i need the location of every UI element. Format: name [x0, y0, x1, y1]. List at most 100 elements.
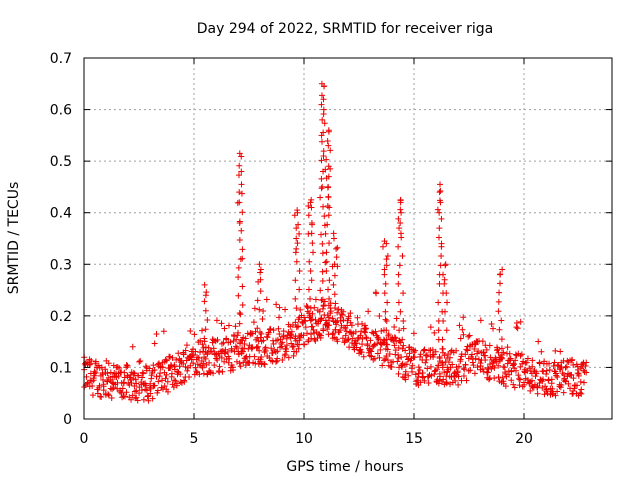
y-tick-label: 0 — [63, 412, 72, 428]
data-point — [260, 307, 267, 314]
x-tick-label: 5 — [190, 431, 199, 447]
data-point — [443, 379, 450, 386]
data-point — [159, 377, 166, 384]
data-point — [395, 243, 402, 250]
data-point — [496, 289, 503, 296]
data-point — [495, 308, 502, 315]
data-point — [363, 334, 370, 341]
data-point — [213, 317, 220, 324]
data-point — [278, 343, 285, 350]
data-point — [295, 221, 302, 228]
data-point — [256, 261, 263, 268]
data-point — [105, 392, 112, 399]
data-point — [237, 363, 244, 370]
data-point — [484, 364, 491, 371]
data-point — [381, 271, 388, 278]
data-point — [434, 206, 441, 213]
data-point — [324, 203, 331, 210]
data-point — [374, 350, 381, 357]
data-point — [282, 306, 289, 313]
data-point — [289, 344, 296, 350]
data-point — [332, 300, 339, 307]
data-point — [477, 317, 484, 324]
data-point — [230, 366, 237, 373]
data-point — [543, 367, 550, 374]
data-point — [395, 355, 402, 362]
data-point — [495, 362, 502, 369]
data-point — [491, 375, 498, 382]
data-point — [153, 373, 160, 380]
data-point — [376, 354, 383, 361]
data-point — [354, 314, 361, 321]
data-point — [444, 364, 451, 371]
data-point — [147, 390, 154, 397]
data-point — [123, 364, 130, 371]
data-point — [368, 353, 375, 360]
data-point — [177, 371, 184, 378]
data-point — [517, 363, 524, 370]
data-point — [511, 384, 518, 391]
data-point — [382, 280, 389, 287]
data-point — [337, 318, 344, 325]
data-point — [441, 280, 448, 287]
data-point — [513, 320, 520, 327]
data-point — [210, 345, 217, 352]
data-point — [395, 370, 402, 377]
data-point — [214, 357, 221, 364]
data-point — [153, 331, 160, 338]
data-point — [316, 308, 323, 315]
data-point — [485, 376, 492, 383]
data-point — [239, 246, 246, 253]
data-point — [332, 319, 339, 326]
data-point — [145, 397, 152, 404]
data-point — [554, 388, 561, 395]
data-point — [305, 212, 312, 219]
data-point — [474, 364, 481, 371]
data-point — [359, 320, 366, 327]
data-point — [260, 337, 267, 344]
data-point — [463, 346, 470, 353]
data-point — [397, 220, 404, 227]
data-point — [394, 358, 401, 365]
data-point — [583, 359, 590, 366]
data-point — [581, 379, 587, 386]
data-point — [521, 368, 528, 375]
data-point — [570, 388, 577, 395]
data-point — [107, 369, 114, 376]
data-point — [463, 377, 470, 384]
data-point — [391, 342, 398, 349]
data-point — [129, 343, 136, 350]
data-point — [254, 297, 261, 304]
x-tick-label: 10 — [295, 431, 313, 447]
data-point — [192, 364, 199, 371]
data-point — [319, 183, 326, 190]
data-point — [462, 361, 469, 368]
data-point — [311, 336, 318, 343]
data-point — [282, 346, 289, 353]
data-point — [459, 326, 466, 333]
data-point — [529, 357, 536, 364]
data-point — [381, 238, 388, 245]
data-point — [308, 277, 315, 284]
data-point — [242, 335, 249, 342]
data-point — [400, 342, 407, 349]
data-point — [173, 380, 180, 387]
data-point — [575, 372, 582, 379]
data-point — [373, 290, 380, 297]
data-point — [236, 218, 243, 225]
data-point — [395, 271, 402, 278]
data-point — [444, 299, 451, 306]
data-point — [320, 96, 327, 103]
y-tick-label: 0.2 — [50, 309, 72, 325]
data-point — [309, 240, 316, 247]
data-point — [257, 334, 264, 341]
data-point — [221, 349, 228, 356]
data-point — [457, 356, 464, 363]
axis-ticks — [83, 57, 612, 420]
data-point — [318, 157, 325, 164]
data-point — [133, 380, 140, 387]
data-point — [330, 281, 337, 288]
data-point — [308, 323, 315, 330]
data-point — [258, 354, 265, 361]
data-point — [296, 230, 303, 237]
